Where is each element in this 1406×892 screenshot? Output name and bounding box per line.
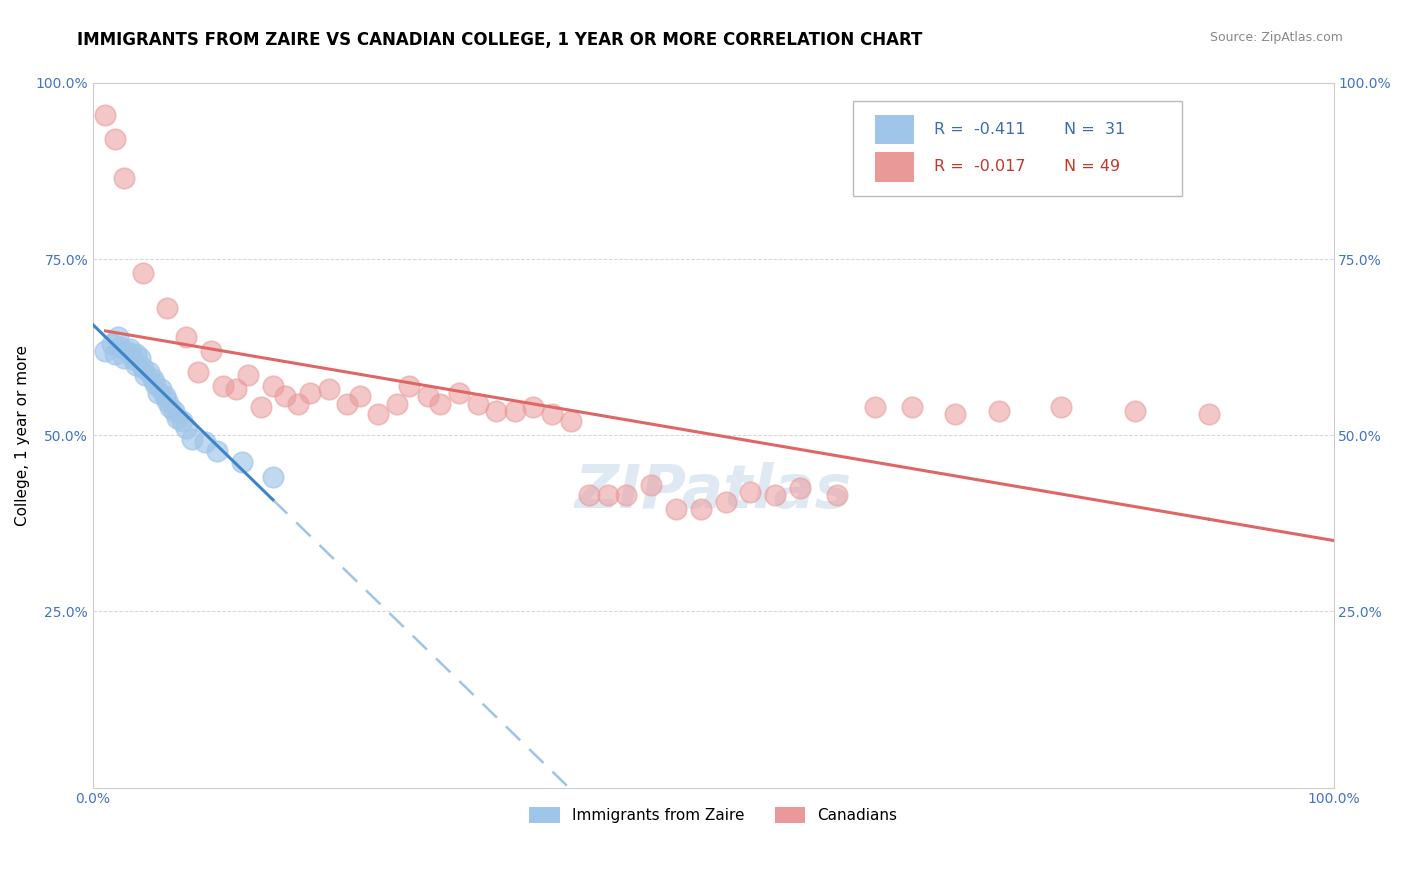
Point [560, 414, 582, 428]
Point [117, 345, 139, 359]
Legend: Immigrants from Zaire, Canadians: Immigrants from Zaire, Canadians [523, 801, 904, 830]
Point [236, 368, 259, 383]
Point [863, 400, 886, 414]
Point [398, 379, 420, 393]
Point [249, 400, 271, 414]
Point [107, 329, 129, 343]
Point [1198, 407, 1220, 421]
Point [125, 358, 148, 372]
Point [349, 389, 371, 403]
Point [522, 400, 544, 414]
Point [943, 407, 966, 421]
Point [205, 443, 228, 458]
Point [578, 488, 600, 502]
Point [153, 389, 176, 403]
Point [112, 171, 135, 186]
Point [174, 421, 197, 435]
Bar [875, 115, 914, 145]
Point [665, 502, 688, 516]
Point [131, 266, 153, 280]
Point [125, 347, 148, 361]
Point [163, 403, 186, 417]
Point [299, 386, 322, 401]
Point [231, 455, 253, 469]
Point [131, 361, 153, 376]
Point [156, 394, 179, 409]
Text: R =  -0.411: R = -0.411 [934, 122, 1026, 137]
Point [94, 108, 117, 122]
Point [225, 383, 247, 397]
Point [104, 132, 127, 146]
Point [1049, 400, 1071, 414]
Point [159, 400, 181, 414]
Point [367, 407, 389, 421]
Point [194, 435, 217, 450]
Point [318, 383, 340, 397]
Text: Source: ZipAtlas.com: Source: ZipAtlas.com [1209, 31, 1343, 45]
Point [287, 396, 309, 410]
Point [100, 336, 122, 351]
Text: R =  -0.017: R = -0.017 [934, 160, 1025, 174]
Point [467, 396, 489, 410]
Text: ZIPatlas: ZIPatlas [575, 462, 852, 521]
Text: IMMIGRANTS FROM ZAIRE VS CANADIAN COLLEGE, 1 YEAR OR MORE CORRELATION CHART: IMMIGRANTS FROM ZAIRE VS CANADIAN COLLEG… [77, 31, 922, 49]
Point [110, 340, 132, 354]
Point [262, 470, 284, 484]
Point [146, 386, 169, 401]
Point [416, 389, 439, 403]
Point [181, 432, 204, 446]
Point [900, 400, 922, 414]
Point [616, 488, 638, 502]
Point [763, 488, 786, 502]
Point [150, 383, 173, 397]
Point [987, 403, 1010, 417]
Point [187, 365, 209, 379]
FancyBboxPatch shape [853, 101, 1182, 195]
Bar [875, 152, 914, 182]
Point [503, 403, 526, 417]
Point [142, 372, 165, 386]
Point [129, 351, 152, 365]
Point [689, 502, 711, 516]
Point [262, 379, 284, 393]
Point [485, 403, 508, 417]
Point [138, 365, 160, 379]
Point [94, 343, 117, 358]
Point [827, 488, 849, 502]
Point [174, 329, 197, 343]
Point [596, 488, 619, 502]
Point [714, 495, 737, 509]
Point [172, 414, 194, 428]
Point [156, 301, 179, 316]
Point [385, 396, 408, 410]
Y-axis label: College, 1 year or more: College, 1 year or more [15, 344, 30, 525]
Point [447, 386, 470, 401]
Point [1123, 403, 1146, 417]
Point [134, 368, 156, 383]
Point [212, 379, 235, 393]
Point [336, 396, 359, 410]
Point [120, 343, 142, 357]
Point [740, 484, 762, 499]
Point [541, 407, 564, 421]
Point [143, 377, 166, 392]
Point [429, 396, 451, 410]
Point [104, 347, 127, 361]
Point [166, 410, 188, 425]
Point [200, 343, 222, 358]
Text: N =  31: N = 31 [1064, 122, 1126, 137]
Text: N = 49: N = 49 [1064, 160, 1121, 174]
Point [121, 352, 143, 367]
Point [274, 389, 297, 403]
Point [789, 481, 811, 495]
Point [640, 477, 662, 491]
Point [112, 351, 135, 365]
